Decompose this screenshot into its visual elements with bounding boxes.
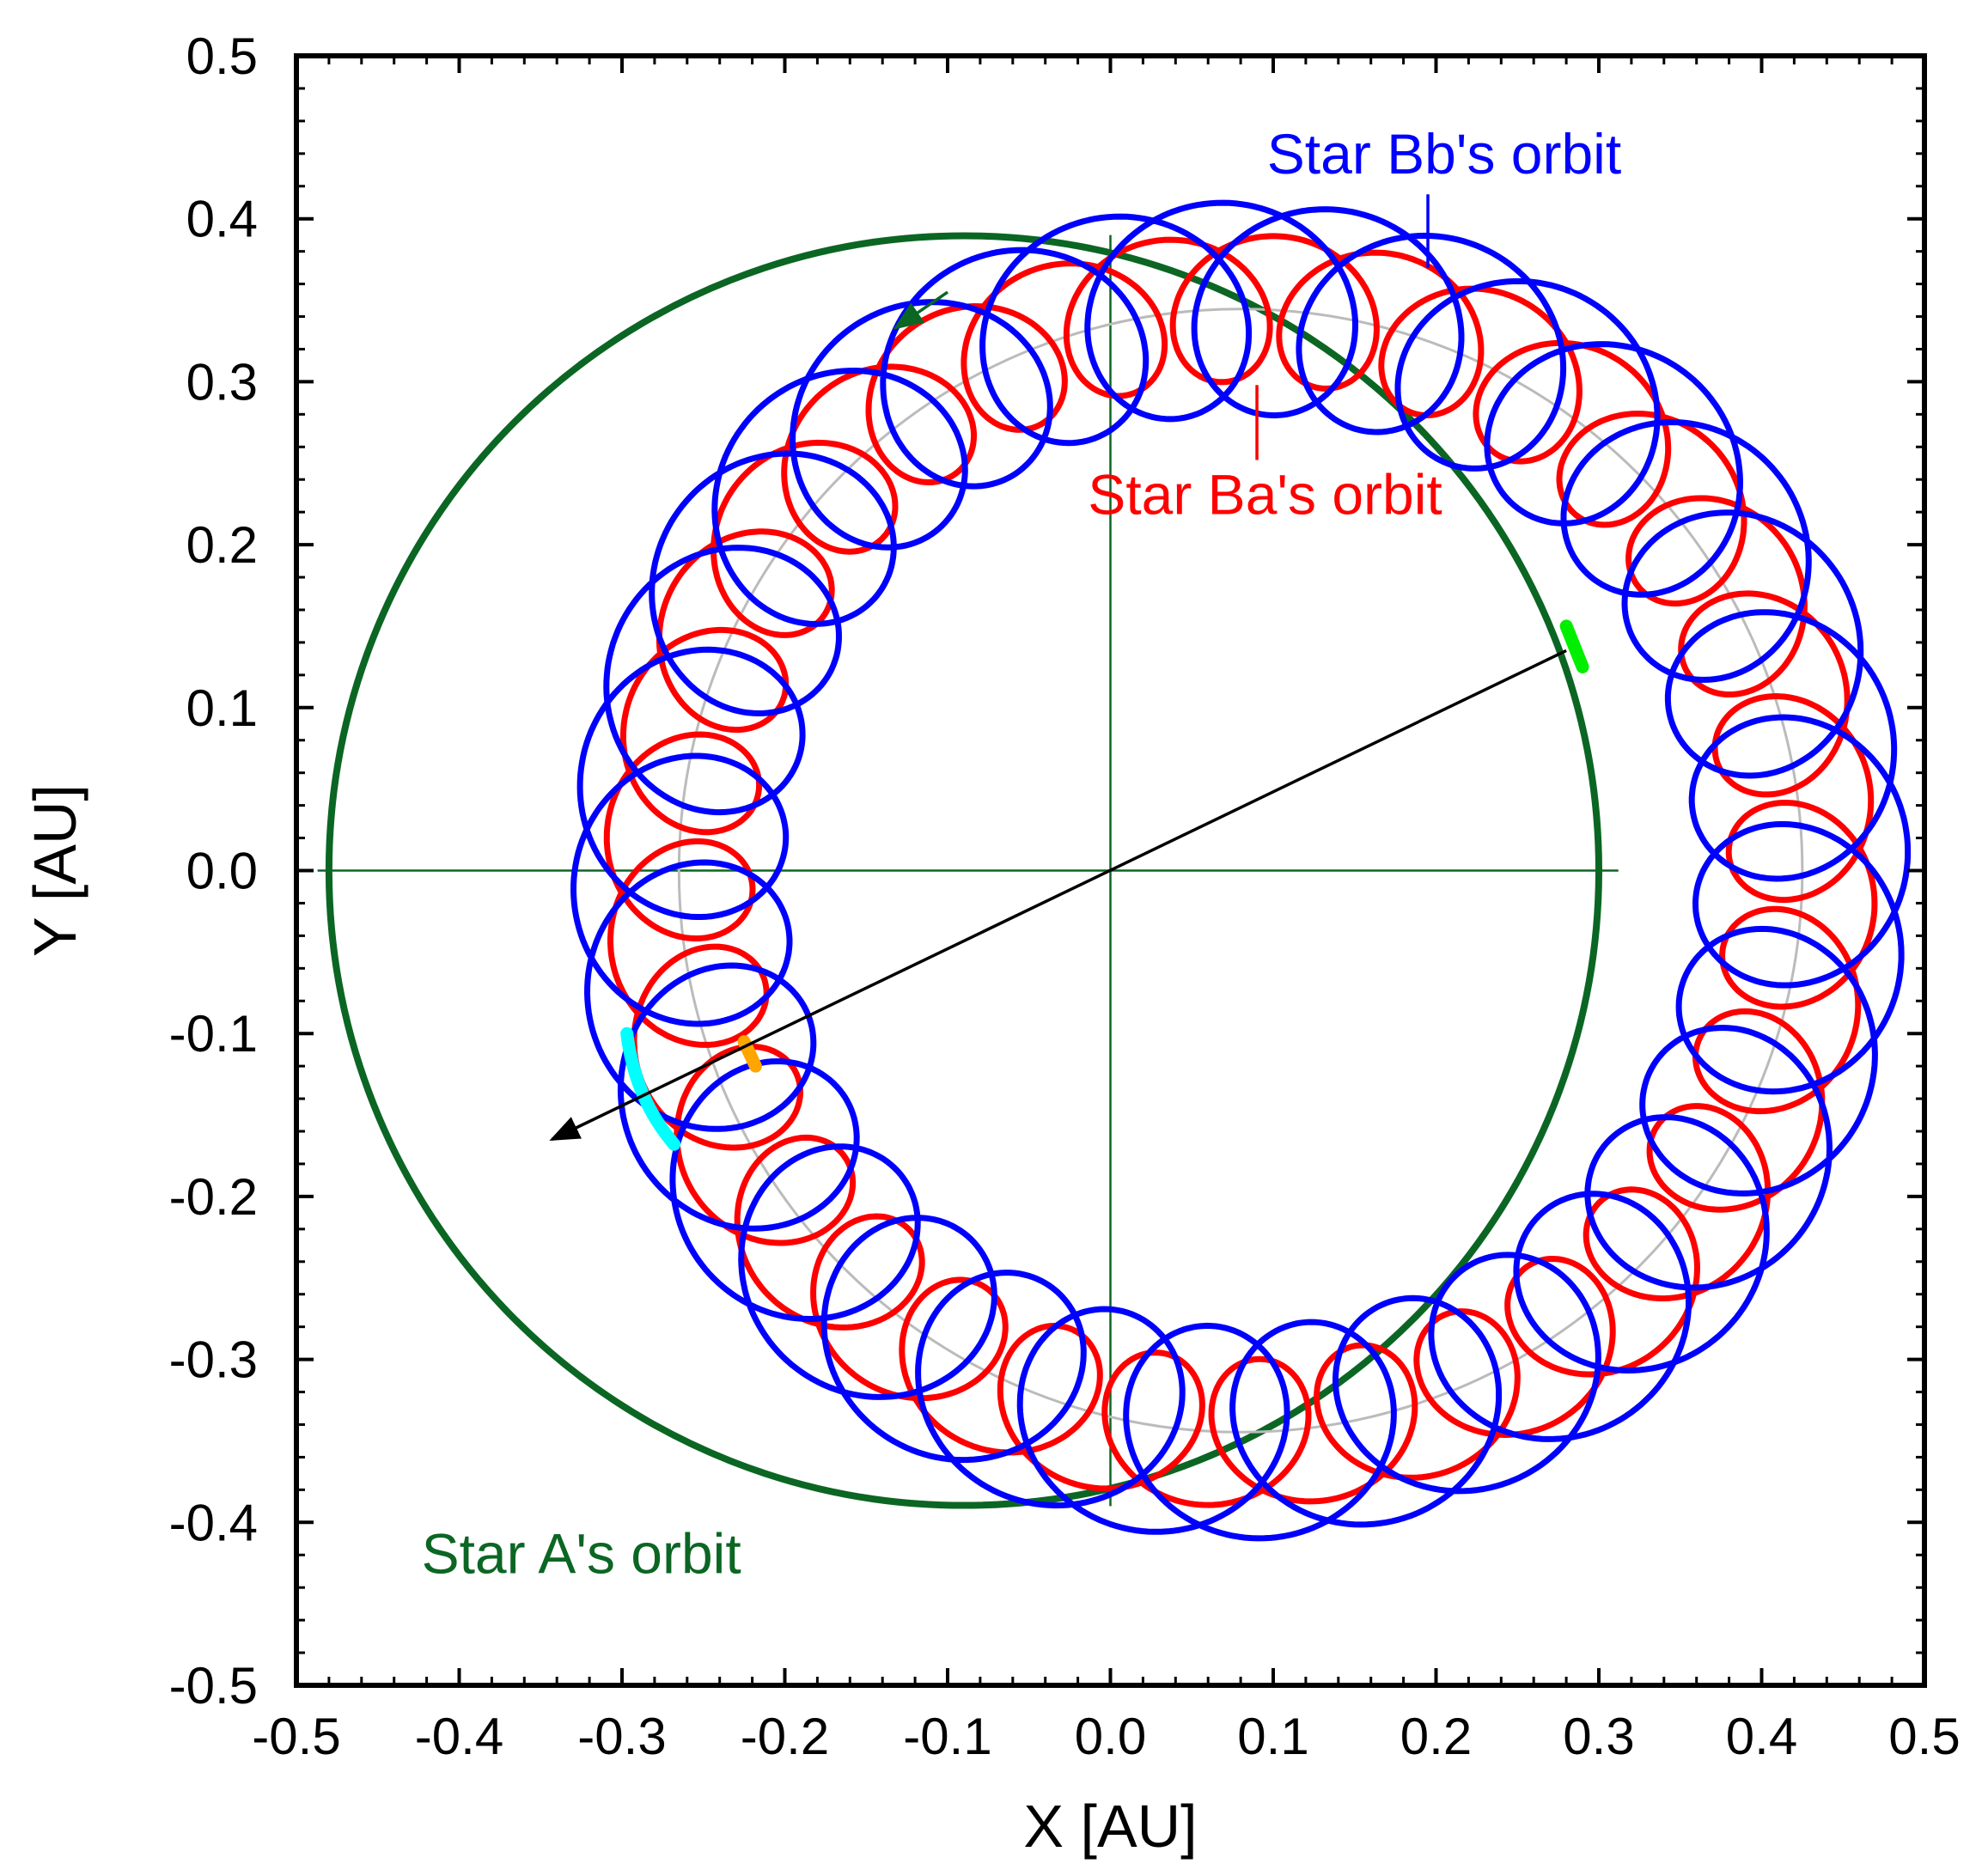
- x-axis-title: X [AU]: [1023, 1793, 1197, 1860]
- y-tick-label: -0.5: [169, 1657, 258, 1715]
- x-tick-label: 0.2: [1400, 1708, 1472, 1765]
- orbit-direction-arrow: [893, 290, 948, 330]
- x-tick-label: -0.5: [252, 1708, 340, 1765]
- x-tick-label: 0.0: [1075, 1708, 1146, 1765]
- y-tick-label: -0.1: [169, 1005, 258, 1063]
- text-layer: Star Bb's orbit Star Ba's orbit Star A's o…: [422, 122, 1622, 1586]
- annotation-label-2: Star A's orbit: [422, 1521, 741, 1585]
- y-tick-label: 0.2: [186, 516, 258, 574]
- series-star-bb-s-orbit: [570, 199, 1912, 1542]
- x-tick-label: -0.1: [903, 1708, 991, 1765]
- annotation-label-1: Star Ba's orbit: [1088, 462, 1442, 526]
- y-tick-label: -0.4: [169, 1494, 258, 1551]
- x-tick-label: 0.1: [1237, 1708, 1308, 1765]
- highlight-1: [1559, 619, 1589, 673]
- x-tick-label: 0.3: [1563, 1708, 1634, 1765]
- marks-layer: [549, 290, 1589, 1151]
- y-tick-label: 0.3: [186, 353, 258, 411]
- y-tick-label: 0.4: [186, 191, 258, 248]
- ticks-layer: -0.5 -0.4 -0.3 -0.2 -0.1 0.0 0.1 0.2 0.3 0.4 0.5 -0…: [169, 27, 1961, 1765]
- x-tick-label: -0.4: [415, 1708, 503, 1765]
- series-star-a-s-orbit: [325, 232, 1602, 1509]
- annotation-label-0: Star Bb's orbit: [1267, 122, 1621, 186]
- series-binary-barycentre-orbit: [677, 308, 1804, 1434]
- x-tick-label: 0.5: [1888, 1708, 1960, 1765]
- curves-layer: [325, 199, 1912, 1542]
- y-tick-label: -0.3: [169, 1331, 258, 1389]
- y-tick-label: 0.5: [186, 27, 258, 85]
- y-tick-label: -0.2: [169, 1168, 258, 1226]
- y-axis-title: Y [AU]: [21, 784, 88, 957]
- y-tick-label: 0.0: [186, 843, 258, 900]
- y-tick-label: 0.1: [186, 679, 258, 737]
- x-tick-label: 0.4: [1726, 1708, 1797, 1765]
- highlight-0: [620, 1026, 681, 1151]
- line-of-sight-arrow: [549, 649, 1567, 1142]
- x-tick-label: -0.2: [741, 1708, 829, 1765]
- x-tick-label: -0.3: [577, 1708, 666, 1765]
